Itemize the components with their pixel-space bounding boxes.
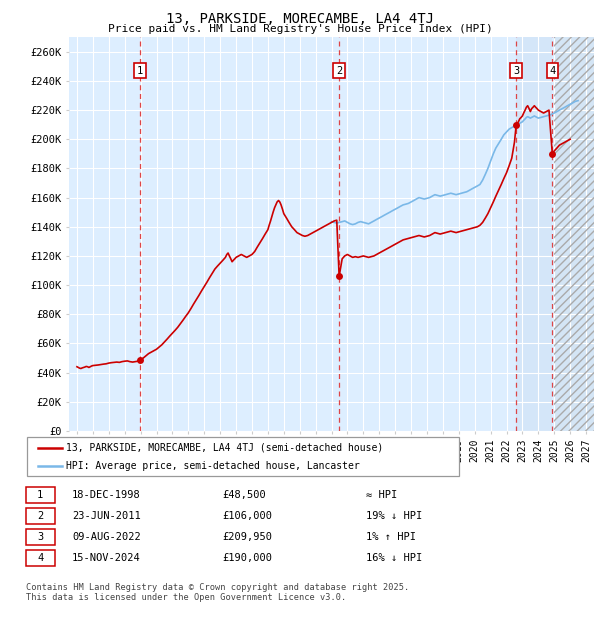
Text: 15-NOV-2024: 15-NOV-2024 (72, 553, 141, 563)
Text: 4: 4 (549, 66, 556, 76)
Text: £48,500: £48,500 (222, 490, 266, 500)
Text: 23-JUN-2011: 23-JUN-2011 (72, 511, 141, 521)
Text: 13, PARKSIDE, MORECAMBE, LA4 4TJ: 13, PARKSIDE, MORECAMBE, LA4 4TJ (166, 12, 434, 27)
Text: 3: 3 (513, 66, 520, 76)
Text: 1% ↑ HPI: 1% ↑ HPI (366, 532, 416, 542)
Bar (554, 37, 594, 431)
Text: 2: 2 (37, 511, 43, 521)
Text: 1: 1 (137, 66, 143, 76)
Text: 16% ↓ HPI: 16% ↓ HPI (366, 553, 422, 563)
Text: 2: 2 (336, 66, 342, 76)
Text: £190,000: £190,000 (222, 553, 272, 563)
Bar (554, 37, 594, 431)
Text: 13, PARKSIDE, MORECAMBE, LA4 4TJ (semi-detached house): 13, PARKSIDE, MORECAMBE, LA4 4TJ (semi-d… (66, 443, 383, 453)
Text: ≈ HPI: ≈ HPI (366, 490, 397, 500)
Text: Price paid vs. HM Land Registry's House Price Index (HPI): Price paid vs. HM Land Registry's House … (107, 24, 493, 33)
Text: £209,950: £209,950 (222, 532, 272, 542)
Text: Contains HM Land Registry data © Crown copyright and database right 2025.
This d: Contains HM Land Registry data © Crown c… (26, 583, 409, 602)
Text: HPI: Average price, semi-detached house, Lancaster: HPI: Average price, semi-detached house,… (66, 461, 360, 471)
Text: 19% ↓ HPI: 19% ↓ HPI (366, 511, 422, 521)
Text: £106,000: £106,000 (222, 511, 272, 521)
Text: 3: 3 (37, 532, 43, 542)
Bar (516, 37, 553, 431)
Text: 18-DEC-1998: 18-DEC-1998 (72, 490, 141, 500)
Text: 09-AUG-2022: 09-AUG-2022 (72, 532, 141, 542)
Text: 1: 1 (37, 490, 43, 500)
Text: 4: 4 (37, 553, 43, 563)
